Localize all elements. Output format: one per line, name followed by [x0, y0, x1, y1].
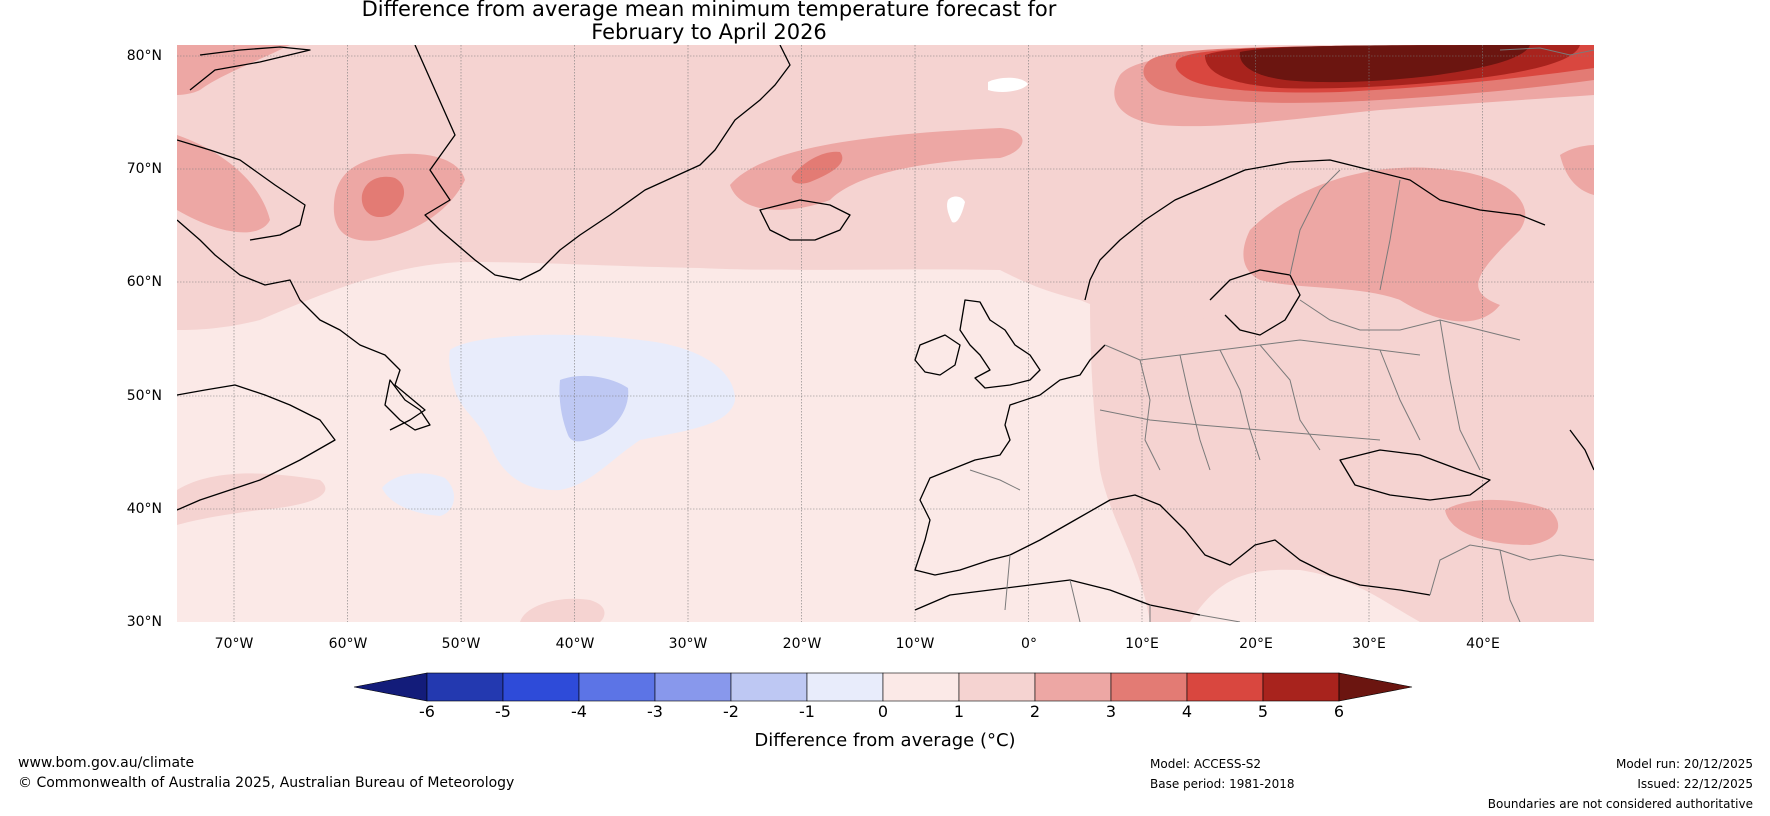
anomaly-region-baffin-core [361, 176, 405, 218]
colorbar-segment [1262, 672, 1340, 702]
colorbar-segment [578, 672, 656, 702]
anomaly-region-arctic-6 [1239, 45, 1530, 83]
lon-label-30w: 30°W [668, 636, 708, 652]
footer-disclaimer: Boundaries are not considered authoritat… [1487, 797, 1753, 811]
colorbar-title: Difference from average (°C) [754, 730, 1016, 751]
colorbar-tick-label: -6 [419, 702, 435, 721]
colorbar-tick-label: 4 [1181, 702, 1193, 721]
lon-label-20e: 20°E [1239, 636, 1273, 652]
coast-mediterranean [1009, 494, 1431, 596]
title-line-2: February to April 2026 [591, 20, 827, 44]
coast-north-africa [914, 579, 1201, 616]
colorbar-tick-label: -2 [723, 702, 739, 721]
anomaly-region-cold-small [382, 473, 455, 516]
lon-label-50w: 50°W [441, 636, 481, 652]
lon-label-10w: 10°W [895, 636, 935, 652]
colorbar [353, 672, 1413, 702]
chart-title: Difference from average mean minimum tem… [0, 0, 1418, 44]
coast-greenland-north [189, 46, 311, 91]
colorbar-tick-label: 0 [877, 702, 889, 721]
gridlines [177, 45, 1594, 622]
map-field [177, 45, 1594, 622]
anomaly-region-turkey [1445, 499, 1559, 545]
borders-middle-east [1429, 544, 1594, 622]
coast-greenland [414, 45, 791, 281]
anomaly-region-mid-atlantic [177, 473, 326, 525]
anomaly-region-south [520, 598, 605, 622]
coast-british-isles [959, 299, 1041, 389]
anomaly-region-barents-edge [1560, 145, 1594, 195]
coast-baltic [1209, 269, 1301, 336]
lat-label-60n: 60°N [126, 274, 162, 290]
colorbar-segment [1186, 672, 1264, 702]
coast-newfoundland [384, 379, 431, 431]
colorbar-segment [806, 672, 884, 702]
borders-greenland-grey [1499, 47, 1594, 56]
anomaly-region-scandinavia [1243, 167, 1526, 322]
lat-label-40n: 40°N [126, 501, 162, 517]
lon-label-70w: 70°W [214, 636, 254, 652]
lon-label-10e: 10°E [1125, 636, 1159, 652]
lon-label-0: 0° [1021, 636, 1037, 652]
colorbar-tick-label: 3 [1105, 702, 1117, 721]
lat-label-50n: 50°N [126, 388, 162, 404]
forecast-map [177, 45, 1594, 622]
colorbar-tick-label: -3 [647, 702, 663, 721]
footer-issued: Issued: 22/12/2025 [1637, 777, 1753, 791]
colorbar-segment [730, 672, 808, 702]
colorbar-tick-label: -5 [495, 702, 511, 721]
coast-baffin-island [177, 139, 306, 241]
colorbar-segment [1034, 672, 1112, 702]
colorbar-segment [426, 672, 504, 702]
lat-label-80n: 80°N [126, 48, 162, 64]
colorbar-tick-label: 2 [1029, 702, 1041, 721]
coast-norway-scandinavia [1084, 159, 1546, 301]
lat-label-70n: 70°N [126, 161, 162, 177]
colorbar-tick-label: 6 [1333, 702, 1345, 721]
title-line-1: Difference from average mean minimum tem… [361, 0, 1057, 21]
colorbar-extend-low [353, 672, 428, 702]
coast-iceland [759, 199, 851, 241]
lon-label-40e: 40°E [1466, 636, 1500, 652]
coastlines [177, 45, 1594, 616]
anomaly-region-warm-spot-2 [947, 196, 965, 223]
lon-label-20w: 20°W [782, 636, 822, 652]
colorbar-segment [882, 672, 960, 702]
footer-copyright: © Commonwealth of Australia 2025, Austra… [18, 775, 515, 791]
coast-black-sea [1339, 449, 1491, 501]
footer-website: www.bom.gov.au/climate [18, 755, 195, 771]
anomaly-region-labrador-west [177, 135, 270, 233]
colorbar-tick-label: -4 [571, 702, 587, 721]
lon-label-40w: 40°W [555, 636, 595, 652]
colorbar-tick-label: -1 [799, 702, 815, 721]
lon-label-60w: 60°W [328, 636, 368, 652]
lon-label-30e: 30°E [1352, 636, 1386, 652]
borders-europe [1099, 169, 1521, 471]
colorbar-segment [654, 672, 732, 702]
colorbar-segment [502, 672, 580, 702]
colorbar-tick-label: 1 [953, 702, 965, 721]
anomaly-region-iceland-core [791, 151, 843, 184]
anomaly-region-north-west [177, 45, 290, 95]
colorbar-tick-label: 5 [1257, 702, 1269, 721]
anomaly-region-europe [1090, 300, 1594, 622]
borders-iberia-africa [969, 469, 1241, 622]
colorbar-extend-high [1338, 672, 1413, 702]
coast-caspian-east [1569, 429, 1594, 471]
footer-model-run: Model run: 20/12/2025 [1615, 757, 1753, 771]
colorbar-segment [1110, 672, 1188, 702]
coast-ireland [914, 334, 961, 376]
coast-north-america [177, 384, 336, 511]
footer-base-period: Base period: 1981-2018 [1150, 777, 1295, 791]
footer-model: Model: ACCESS-S2 [1150, 757, 1262, 771]
anomaly-region-cold-core [559, 375, 629, 442]
coast-europe-west [914, 344, 1106, 576]
anomaly-region-warm-spot [988, 77, 1028, 92]
colorbar-segment [958, 672, 1036, 702]
coast-labrador [177, 219, 426, 431]
lat-label-30n: 30°N [126, 614, 162, 630]
country-borders [969, 47, 1594, 622]
